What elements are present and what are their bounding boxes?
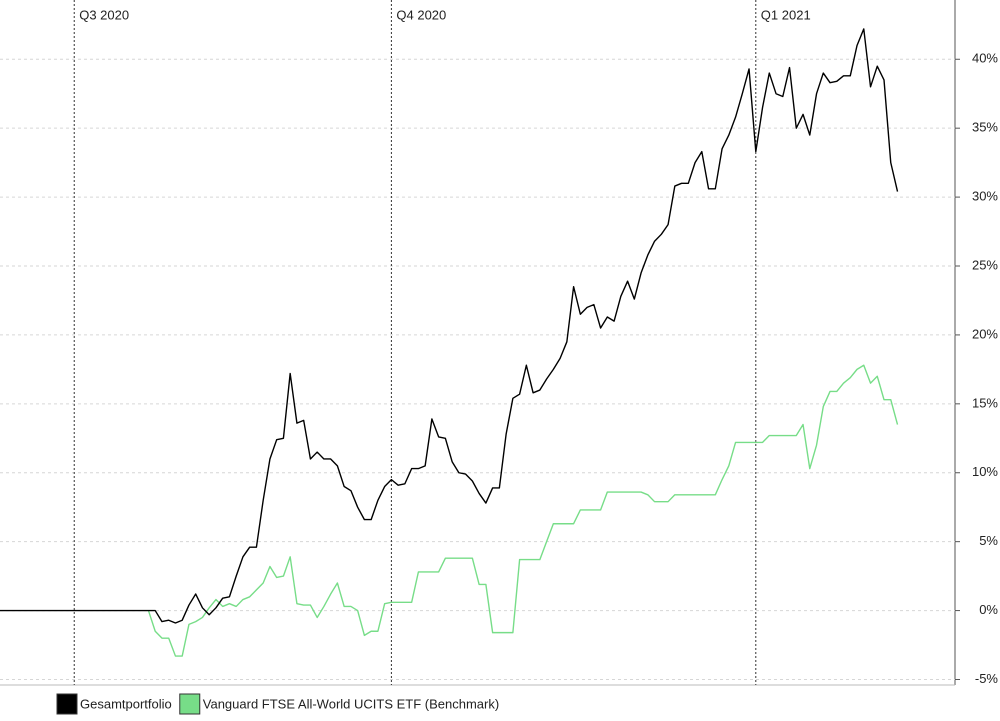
x-tick-label: Q3 2020 bbox=[79, 7, 129, 22]
x-tick-label: Q1 2021 bbox=[761, 7, 811, 22]
y-tick-label: 40% bbox=[972, 51, 998, 66]
x-tick-label: Q4 2020 bbox=[396, 7, 446, 22]
legend-swatch bbox=[179, 693, 201, 715]
legend-label: Vanguard FTSE All-World UCITS ETF (Bench… bbox=[203, 696, 499, 711]
legend-label: Gesamtportfolio bbox=[80, 696, 172, 711]
y-tick-label: 20% bbox=[972, 326, 998, 341]
y-tick-label: -5% bbox=[975, 671, 999, 686]
y-tick-label: 0% bbox=[979, 602, 998, 617]
y-tick-label: 25% bbox=[972, 257, 998, 272]
y-tick-label: 30% bbox=[972, 189, 998, 204]
y-tick-label: 35% bbox=[972, 120, 998, 135]
y-tick-label: 10% bbox=[972, 464, 998, 479]
y-tick-label: 5% bbox=[979, 533, 998, 548]
legend-swatch bbox=[56, 693, 78, 715]
series-line bbox=[0, 28, 899, 624]
series-line bbox=[147, 364, 899, 657]
y-tick-label: 15% bbox=[972, 395, 998, 410]
